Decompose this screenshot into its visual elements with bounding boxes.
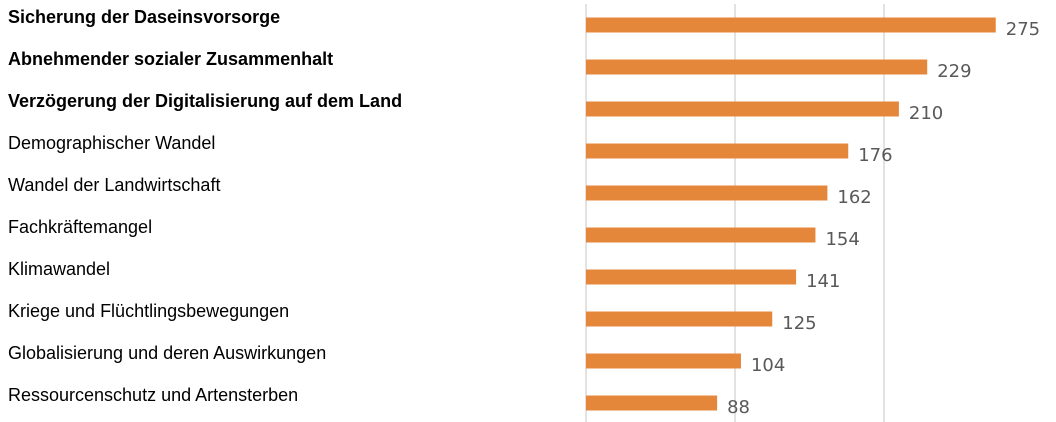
bar xyxy=(586,269,797,285)
bar xyxy=(586,227,816,243)
category-label: Globalisierung und deren Auswirkungen xyxy=(8,343,326,363)
value-label: 88 xyxy=(727,397,750,418)
value-label: 104 xyxy=(751,355,785,376)
value-label: 162 xyxy=(837,187,871,208)
bar xyxy=(586,143,849,159)
category-label: Demographischer Wandel xyxy=(8,133,215,153)
value-label: 125 xyxy=(782,313,816,334)
category-label: Sicherung der Daseinsvorsorge xyxy=(8,7,280,27)
value-label: 141 xyxy=(806,271,840,292)
bar xyxy=(586,59,928,75)
bar xyxy=(586,185,828,201)
value-label: 210 xyxy=(909,103,943,124)
bar xyxy=(586,17,996,33)
bar xyxy=(586,395,718,411)
bar xyxy=(586,353,741,369)
category-label: Fachkräftemangel xyxy=(8,217,152,237)
value-label: 275 xyxy=(1006,19,1040,40)
category-label: Kriege und Flüchtlingsbewegungen xyxy=(8,301,289,321)
category-label: Abnehmender sozialer Zusammenhalt xyxy=(8,49,333,69)
value-label: 229 xyxy=(937,61,971,82)
category-label: Verzögerung der Digitalisierung auf dem … xyxy=(8,91,402,111)
bar xyxy=(586,311,773,327)
value-label: 154 xyxy=(825,229,859,250)
category-label: Wandel der Landwirtschaft xyxy=(8,175,220,195)
value-label: 176 xyxy=(858,145,892,166)
category-label: Ressourcenschutz und Artensterben xyxy=(8,385,298,405)
bar xyxy=(586,101,899,117)
category-label: Klimawandel xyxy=(8,259,110,279)
